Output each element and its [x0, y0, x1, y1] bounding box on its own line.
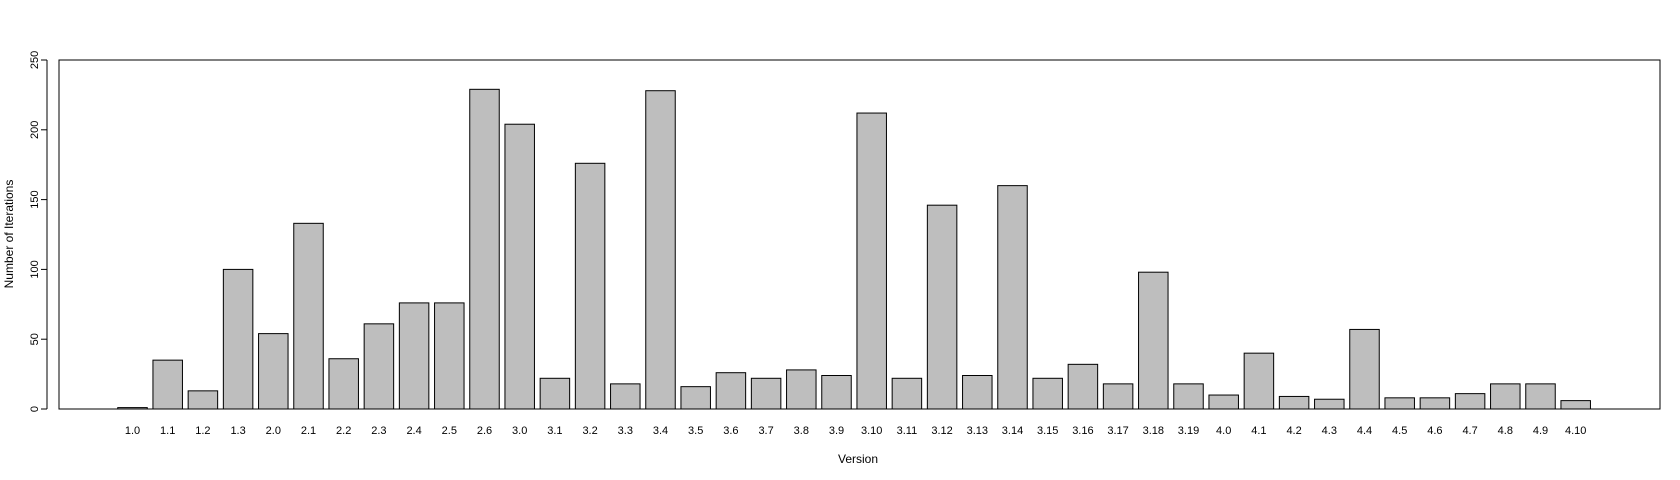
- bar-3-14: [997, 185, 1028, 410]
- x-tick-label: 4.0: [1216, 425, 1231, 437]
- bar-3-18: [1138, 271, 1169, 410]
- bar-3-4: [645, 90, 676, 410]
- bar-4-4: [1349, 328, 1380, 410]
- bar-3-7: [750, 377, 782, 410]
- bar-4-1: [1243, 352, 1275, 410]
- x-tick-label: 3.5: [688, 425, 703, 437]
- x-tick-label: 3.8: [794, 425, 809, 437]
- x-tick-label: 4.6: [1427, 425, 1442, 437]
- x-tick-label: 1.0: [125, 425, 140, 437]
- x-tick-label: 4.7: [1462, 425, 1477, 437]
- x-tick-label: 4.10: [1565, 425, 1586, 437]
- x-tick-label: 3.19: [1178, 425, 1199, 437]
- bar-4-3: [1314, 398, 1345, 410]
- y-tick-label: 0: [29, 406, 41, 412]
- bar-4-6: [1419, 397, 1451, 410]
- bar-3-3: [610, 383, 641, 410]
- bar-4-9: [1525, 383, 1556, 410]
- bar-2-3: [363, 323, 395, 410]
- bar-3-13: [962, 375, 993, 410]
- bar-4-8: [1490, 383, 1521, 410]
- bar-3-5: [680, 386, 711, 410]
- x-tick-label: 3.2: [582, 425, 597, 437]
- x-tick-label: 3.3: [618, 425, 633, 437]
- bar-3-2: [574, 162, 606, 410]
- x-axis-title: Version: [838, 452, 878, 466]
- bar-1-2: [187, 390, 219, 410]
- bar-4-2: [1278, 395, 1310, 410]
- x-tick-label: 2.0: [266, 425, 281, 437]
- bar-3-10: [856, 112, 887, 410]
- x-tick-label: 3.10: [861, 425, 882, 437]
- bar-3-8: [786, 369, 817, 410]
- bar-4-5: [1384, 397, 1415, 410]
- bar-3-9: [821, 375, 852, 410]
- bars: [117, 88, 1591, 410]
- x-tick-label: 2.6: [477, 425, 492, 437]
- y-tick-label: 250: [29, 51, 41, 69]
- bar-1-1: [152, 359, 183, 410]
- bar-1-0: [117, 407, 148, 410]
- x-tick-label: 1.1: [160, 425, 175, 437]
- bar-2-1: [293, 222, 324, 410]
- x-tick-label: 4.8: [1498, 425, 1513, 437]
- bar-2-4: [398, 302, 430, 410]
- y-axis: 0 50 100 150 200 250: [29, 51, 48, 412]
- x-tick-label: 4.1: [1251, 425, 1266, 437]
- x-tick-labels: 1.0 1.1 1.2 1.3 2.0 2.1 2.2 2.3 2.4 2.5 2.6 3.0 3.1 3…: [125, 425, 1587, 437]
- x-tick-label: 3.15: [1037, 425, 1058, 437]
- x-tick-label: 4.4: [1357, 425, 1372, 437]
- x-tick-label: 1.2: [195, 425, 210, 437]
- bar-2-0: [258, 333, 289, 410]
- x-tick-label: 4.9: [1533, 425, 1548, 437]
- x-tick-label: 3.17: [1107, 425, 1128, 437]
- y-tick-label: 200: [29, 121, 41, 139]
- bar-3-17: [1102, 383, 1134, 410]
- x-tick-label: 3.11: [897, 425, 918, 437]
- x-tick-label: 3.7: [758, 425, 773, 437]
- x-tick-label: 4.5: [1392, 425, 1407, 437]
- x-tick-label: 3.9: [829, 425, 844, 437]
- x-tick-label: 3.18: [1143, 425, 1164, 437]
- bar-3-19: [1173, 383, 1204, 410]
- x-tick-label: 2.5: [442, 425, 457, 437]
- x-tick-label: 3.16: [1072, 425, 1093, 437]
- bar-2-2: [328, 358, 359, 410]
- bar-3-15: [1032, 377, 1063, 410]
- x-tick-label: 3.6: [723, 425, 738, 437]
- bar-2-5: [434, 302, 465, 410]
- bar-3-6: [715, 372, 747, 410]
- x-tick-label: 3.4: [653, 425, 668, 437]
- bar-3-11: [891, 377, 923, 410]
- bar-4-10: [1560, 400, 1591, 410]
- x-tick-label: 2.1: [301, 425, 316, 437]
- x-tick-label: 3.13: [967, 425, 988, 437]
- y-tick-label: 100: [29, 260, 41, 278]
- x-tick-label: 2.4: [406, 425, 421, 437]
- x-tick-label: 2.2: [336, 425, 351, 437]
- x-tick-label: 3.12: [931, 425, 952, 437]
- bar-3-16: [1067, 363, 1099, 410]
- bar-2-6: [469, 88, 500, 410]
- bar-3-0: [504, 123, 535, 410]
- bar-3-1: [539, 377, 571, 410]
- bar-1-3: [222, 268, 254, 410]
- bar-3-12: [926, 204, 958, 410]
- x-tick-label: 2.3: [371, 425, 386, 437]
- bar-4-7: [1454, 393, 1486, 410]
- x-tick-label: 3.14: [1002, 425, 1023, 437]
- x-tick-label: 3.1: [547, 425, 562, 437]
- x-tick-label: 3.0: [512, 425, 527, 437]
- y-axis-title: Number of Iterations: [2, 180, 16, 289]
- y-tick-label: 150: [29, 190, 41, 208]
- x-tick-label: 4.2: [1286, 425, 1301, 437]
- x-tick-label: 4.3: [1322, 425, 1337, 437]
- bar-4-0: [1208, 394, 1239, 410]
- y-tick-label: 50: [29, 333, 41, 345]
- x-tick-label: 1.3: [230, 425, 245, 437]
